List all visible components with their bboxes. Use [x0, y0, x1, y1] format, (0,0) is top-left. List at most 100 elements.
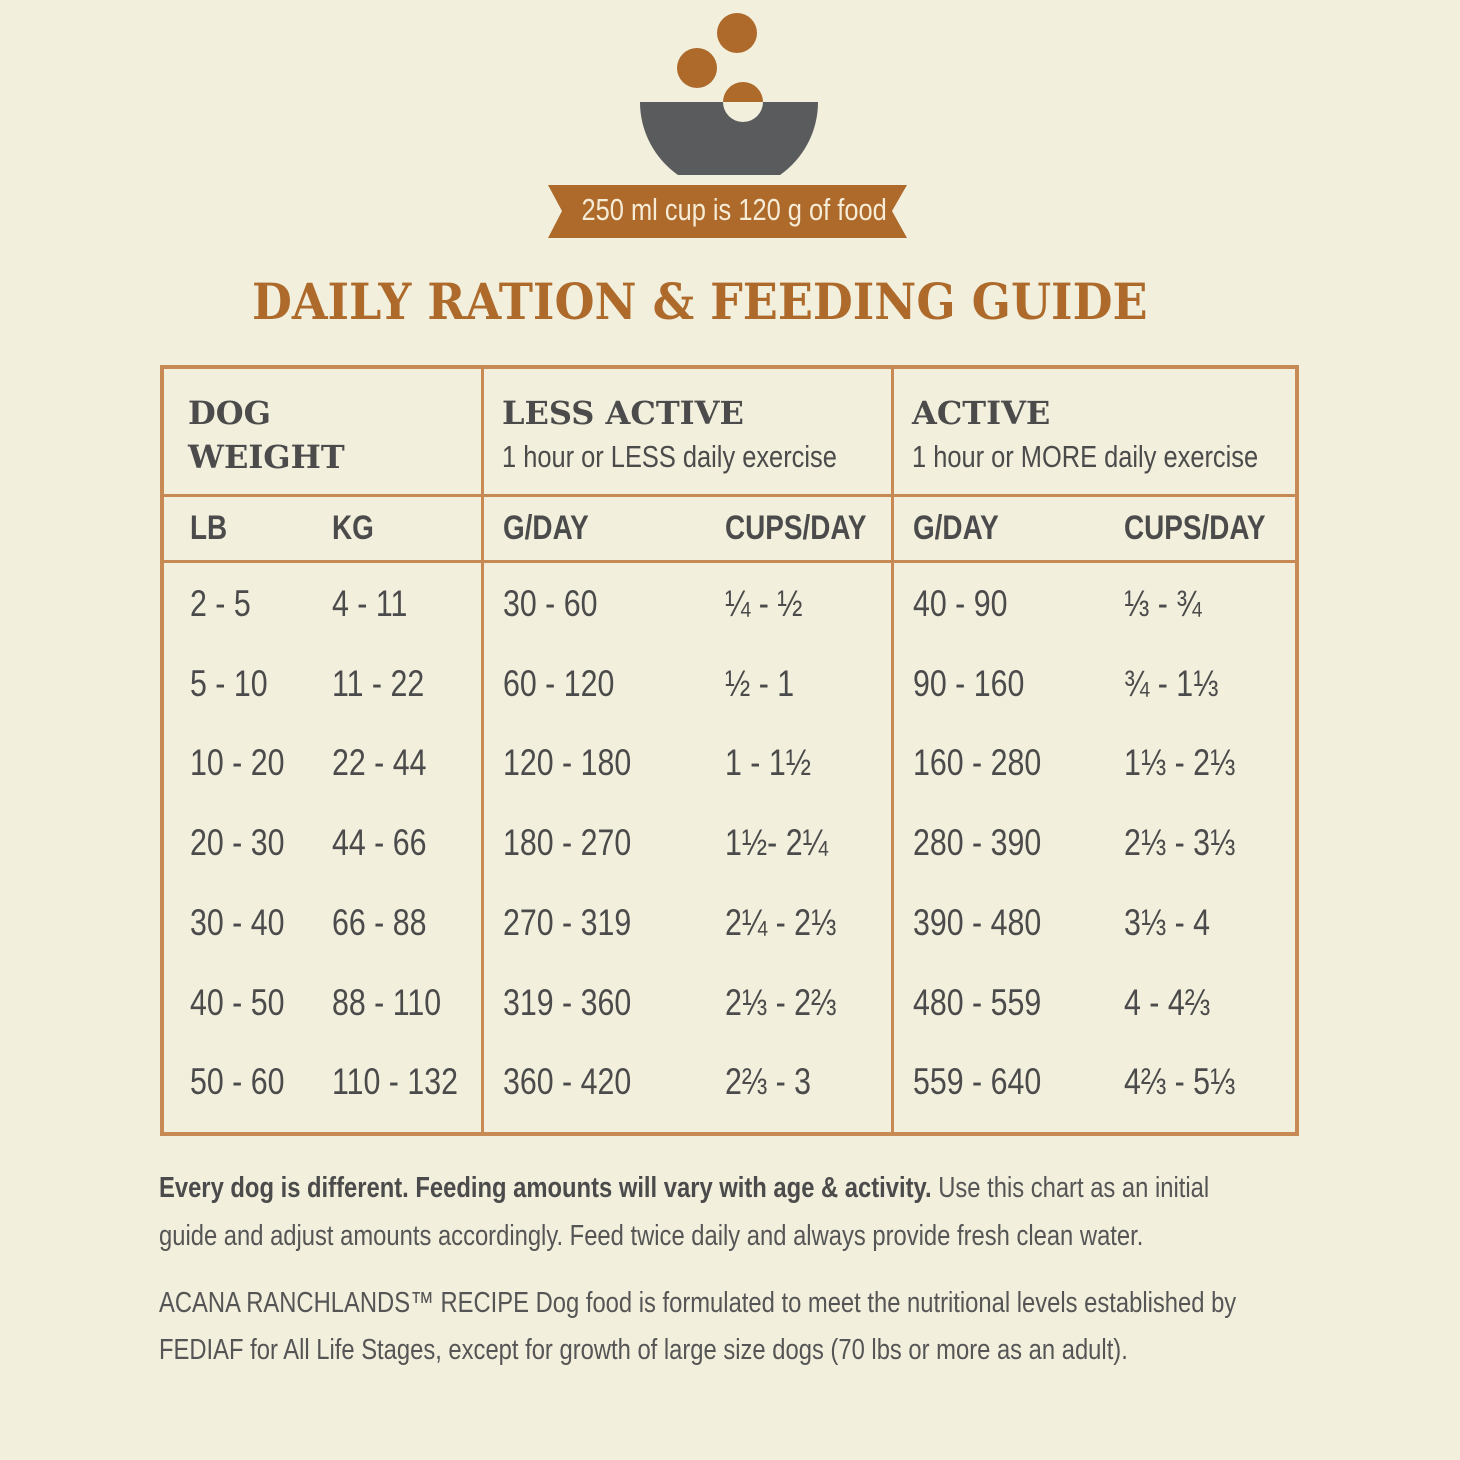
table-cell: 44 - 66: [332, 822, 447, 864]
cell-value: 40 - 50: [190, 981, 285, 1023]
column-header: G/DAY: [503, 509, 608, 548]
table-cell: 120 - 180: [503, 742, 659, 784]
cell-value: 180 - 270: [503, 822, 632, 864]
table-cell: 40 - 50: [190, 982, 305, 1024]
table-cell: 90 - 160: [913, 663, 1049, 705]
footer-text: Use this chart as an initial: [931, 1172, 1210, 1204]
group-subtitle: 1 hour or LESS daily exercise: [502, 439, 837, 474]
table-cell: 20 - 30: [190, 822, 305, 864]
cell-value: 1½- 2¼: [725, 822, 828, 864]
table-cell: 559 - 640: [913, 1061, 1069, 1103]
feeding-table: DOG WEIGHT LESS ACTIVE 1 hour or LESS da…: [160, 365, 1299, 1136]
footer-line-3: ACANA RANCHLANDS™ RECIPE Dog food is for…: [159, 1287, 1460, 1320]
table-cell: 280 - 390: [913, 822, 1069, 864]
table-cell: 22 - 44: [332, 742, 447, 784]
footer-text: ACANA RANCHLANDS™ RECIPE Dog food is for…: [159, 1287, 1237, 1319]
footer-text: FEDIAF for All Life Stages, except for g…: [159, 1334, 1128, 1366]
table-cell: 160 - 280: [913, 742, 1069, 784]
cell-value: 66 - 88: [332, 901, 427, 943]
banner-label: 250 ml cup is 120 g of food: [581, 192, 887, 227]
cell-value: 60 - 120: [503, 662, 615, 704]
cell-value: 390 - 480: [913, 901, 1042, 943]
cell-value: 10 - 20: [190, 742, 285, 784]
table-cell: 319 - 360: [503, 982, 659, 1024]
table-cell: 2⅓ - 3⅓: [1124, 822, 1260, 864]
cell-value: 5 - 10: [190, 662, 268, 704]
title-text: DAILY RATION & FEEDING GUIDE: [252, 272, 1148, 331]
table-cell: 1½- 2¼: [725, 822, 850, 864]
table-cell: 30 - 40: [190, 902, 305, 944]
cell-value: 30 - 60: [503, 583, 598, 624]
column-label: CUPS/DAY: [725, 509, 867, 547]
cell-value: ½ - 1: [725, 662, 795, 704]
column-label: KG: [332, 509, 374, 547]
table-cell: 5 - 10: [190, 663, 285, 705]
table-cell: 390 - 480: [913, 902, 1069, 944]
cell-value: 3⅓ - 4: [1124, 901, 1211, 943]
cell-value: 88 - 110: [332, 981, 442, 1023]
page-title: DAILY RATION & FEEDING GUIDE: [0, 272, 1400, 331]
table-cell: ¼ - ½: [725, 583, 820, 625]
cell-value: 2⅔ - 3: [725, 1061, 812, 1103]
column-header: LB: [190, 509, 235, 548]
table-cell: 2⅓ - 2⅔: [725, 982, 861, 1024]
table-cell: 270 - 319: [503, 902, 659, 944]
cell-value: 90 - 160: [913, 662, 1025, 704]
table-cell: 30 - 60: [503, 583, 618, 625]
group-dog-weight: DOG WEIGHT: [188, 391, 345, 479]
banner-text: 250 ml cup is 120 g of food: [548, 192, 907, 228]
table-cell: 1 - 1½: [725, 742, 830, 784]
table-cell: 2 - 5: [190, 583, 264, 625]
divider: [164, 560, 1295, 563]
table-cell: 2⅔ - 3: [725, 1061, 830, 1103]
table-cell: 50 - 60: [190, 1061, 305, 1103]
group-less-active: LESS ACTIVE 1 hour or LESS daily exercis…: [502, 391, 910, 479]
cell-value: 2⅓ - 3⅓: [1124, 822, 1236, 864]
table-cell: 10 - 20: [190, 742, 305, 784]
table-cell: 110 - 132: [332, 1061, 486, 1103]
cell-value: 360 - 420: [503, 1061, 632, 1103]
column-header: CUPS/DAY: [725, 509, 898, 548]
cell-value: 280 - 390: [913, 822, 1042, 864]
cell-value: 50 - 60: [190, 1061, 285, 1103]
group-subtitle: 1 hour or MORE daily exercise: [912, 439, 1259, 474]
group-active: ACTIVE 1 hour or MORE daily exercise: [912, 391, 1334, 479]
cell-value: 44 - 66: [332, 822, 427, 864]
cell-value: 2 - 5: [190, 583, 251, 624]
table-cell: 180 - 270: [503, 822, 659, 864]
cell-value: ¾ - 1⅓: [1124, 662, 1219, 704]
table-cell: 4 - 4⅔: [1124, 982, 1229, 1024]
cell-value: ⅓ - ¾: [1124, 583, 1202, 624]
cell-value: 40 - 90: [913, 583, 1008, 624]
group-title: ACTIVE: [912, 394, 1051, 432]
column-label: G/DAY: [503, 509, 589, 547]
cell-value: 160 - 280: [913, 742, 1042, 784]
footer-bold: Every dog is different. Feeding amounts …: [159, 1172, 932, 1204]
table-cell: 1⅓ - 2⅓: [1124, 742, 1260, 784]
column-label: G/DAY: [913, 509, 999, 547]
cell-value: 270 - 319: [503, 901, 632, 943]
column-header: KG: [332, 509, 383, 548]
cell-value: 1⅓ - 2⅓: [1124, 742, 1236, 784]
cell-value: 480 - 559: [913, 981, 1042, 1023]
group-title: DOG: [188, 394, 271, 432]
table-cell: 3⅓ - 4: [1124, 902, 1229, 944]
cell-value: 2⅓ - 2⅔: [725, 981, 837, 1023]
cell-value: ¼ - ½: [725, 583, 803, 624]
cell-value: 559 - 640: [913, 1061, 1042, 1103]
table-cell: 360 - 420: [503, 1061, 659, 1103]
cell-value: 4 - 4⅔: [1124, 981, 1211, 1023]
divider: [481, 369, 484, 1132]
table-cell: ½ - 1: [725, 663, 809, 705]
group-title: LESS ACTIVE: [502, 394, 744, 432]
divider: [164, 494, 1295, 497]
table-cell: 60 - 120: [503, 663, 639, 705]
footer-line-2: guide and adjust amounts accordingly. Fe…: [159, 1220, 1359, 1253]
kibble-bowl-icon: [548, 13, 907, 238]
column-header: G/DAY: [913, 509, 1018, 548]
cell-value: 30 - 40: [190, 901, 285, 943]
divider: [891, 369, 894, 1132]
table-cell: 480 - 559: [913, 982, 1069, 1024]
footer-text: guide and adjust amounts accordingly. Fe…: [159, 1220, 1144, 1252]
cell-value: 110 - 132: [332, 1061, 458, 1103]
